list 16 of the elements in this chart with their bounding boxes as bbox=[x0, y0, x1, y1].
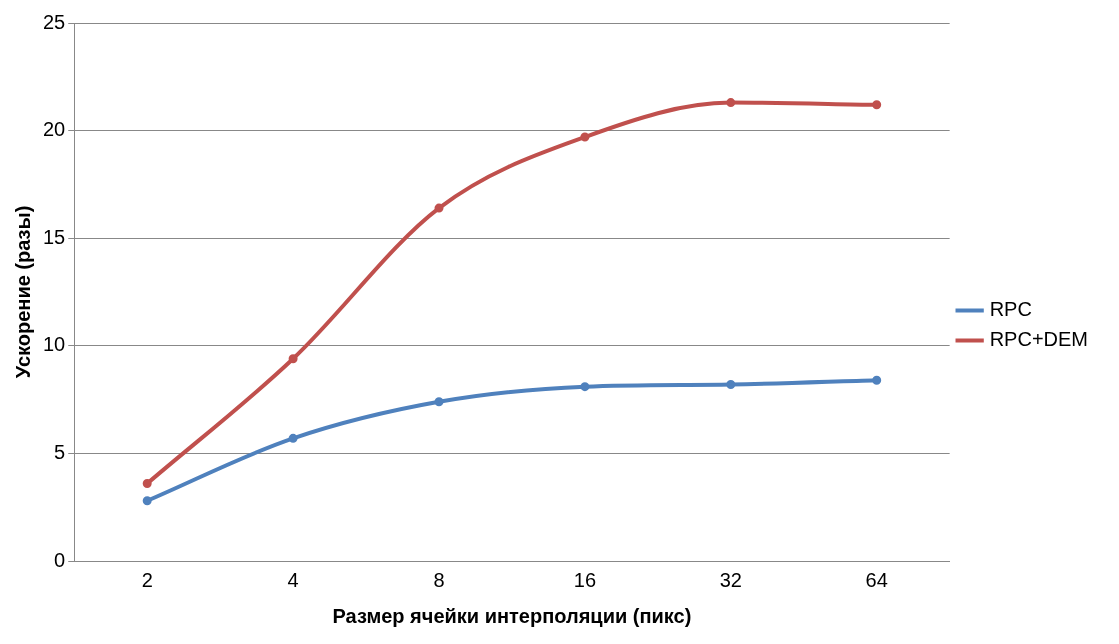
y-tick-label: 20 bbox=[43, 118, 66, 141]
y-tick-label: 15 bbox=[43, 225, 66, 248]
y-tick-label: 0 bbox=[54, 548, 66, 571]
y-tick-label: 10 bbox=[43, 333, 66, 356]
y-axis-title: Ускорение (разы) bbox=[11, 205, 34, 379]
x-tick-label: 4 bbox=[287, 568, 299, 591]
x-tick-label: 64 bbox=[865, 568, 888, 591]
x-axis-title: Размер ячейки интерполяции (пикс) bbox=[332, 604, 692, 627]
y-tick-label: 25 bbox=[43, 10, 66, 33]
x-tick-label: 2 bbox=[141, 568, 153, 591]
x-tick-label: 16 bbox=[573, 568, 597, 591]
x-tick-label: 8 bbox=[433, 568, 445, 591]
legend-label: RPC+DEM bbox=[989, 328, 1089, 351]
y-tick-label: 5 bbox=[54, 440, 66, 463]
legend-label: RPC bbox=[989, 298, 1032, 321]
x-tick-label: 32 bbox=[719, 568, 742, 591]
